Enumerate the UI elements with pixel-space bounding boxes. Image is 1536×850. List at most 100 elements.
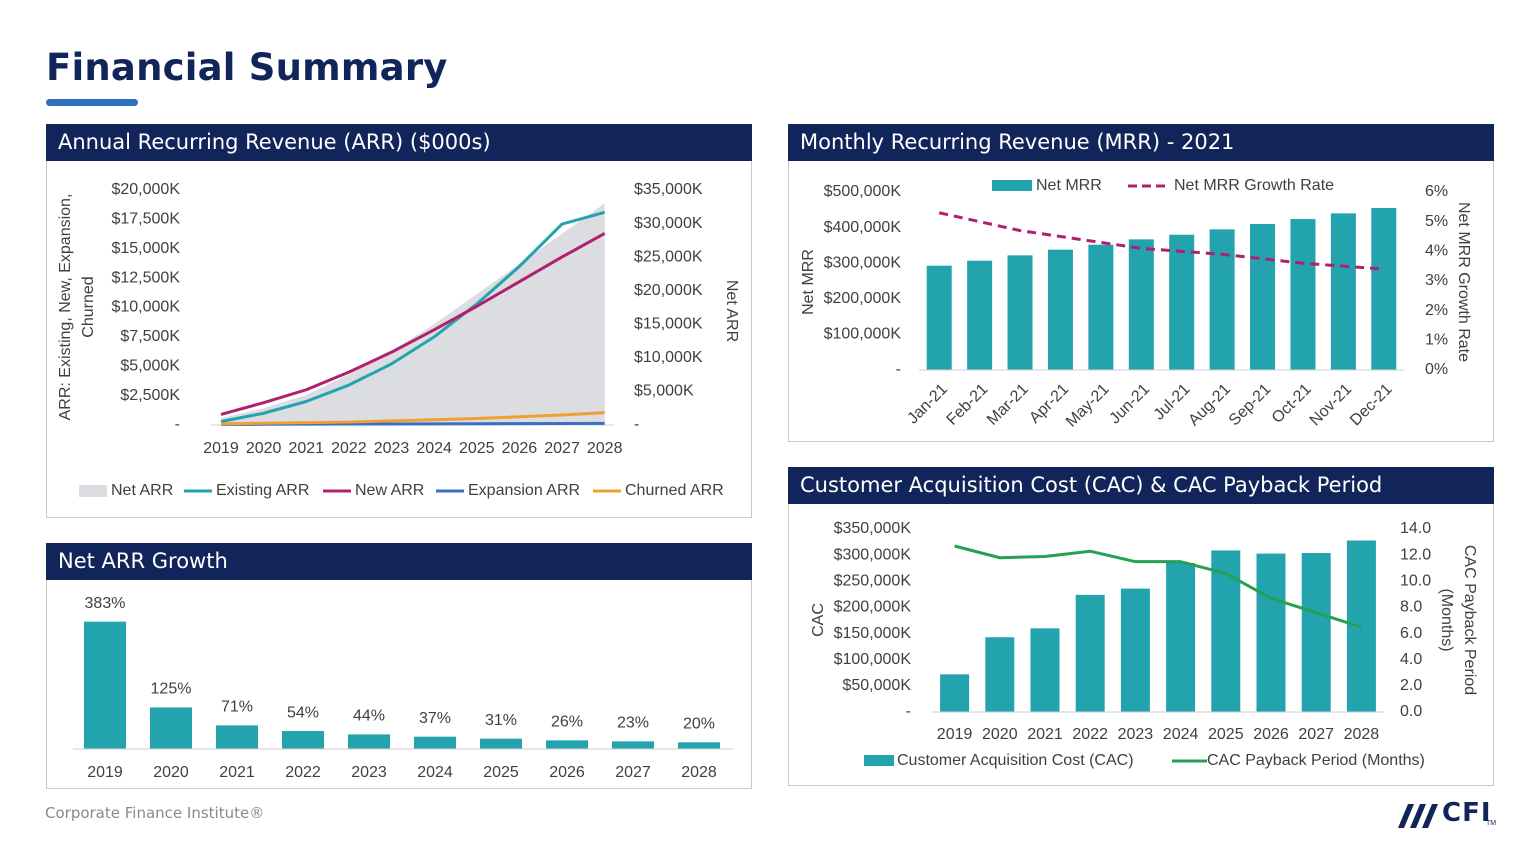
cac-y2-tick: 14.0 <box>1400 520 1431 537</box>
cac-x-tick: 2025 <box>1208 726 1244 743</box>
legend-label: Net ARR <box>111 482 173 499</box>
cac-panel-header: Customer Acquisition Cost (CAC) & CAC Pa… <box>788 467 1494 504</box>
mrr-bar <box>1250 224 1276 370</box>
cac-x-tick: 2019 <box>937 726 973 743</box>
mrr-x-tick: Dec-21 <box>1347 381 1396 430</box>
cac-y-tick: $100,000K <box>834 651 912 668</box>
cac-y-tick: - <box>906 703 911 720</box>
growth-x-tick: 2025 <box>483 764 519 781</box>
legend-label: Customer Acquisition Cost (CAC) <box>897 752 1134 769</box>
arr-y2-tick: $15,000K <box>634 316 703 333</box>
mrr-y2-tick: 6% <box>1425 183 1448 200</box>
cac-y-axis-title: CAC <box>810 603 827 637</box>
growth-data-label: 383% <box>85 595 126 612</box>
growth-bar <box>414 736 456 749</box>
growth-x-tick: 2019 <box>87 764 123 781</box>
cac-y2-axis-title: CAC Payback Period <box>1461 545 1478 695</box>
legend-label: Existing ARR <box>216 482 309 499</box>
cac-bar <box>1166 562 1196 712</box>
cac-x-tick: 2028 <box>1344 726 1380 743</box>
mrr-y-tick: - <box>896 361 901 378</box>
mrr-y-tick: $100,000K <box>824 326 902 343</box>
arr-y-axis-title: ARR: Existing, New, Expansion, <box>57 194 74 421</box>
arr-x-tick: 2021 <box>288 440 324 457</box>
page-title: Financial Summary <box>46 46 448 89</box>
mrr-bar <box>1047 249 1073 370</box>
growth-bar <box>480 738 522 749</box>
legend-label: Churned ARR <box>625 482 724 499</box>
mrr-bar <box>1209 229 1235 370</box>
mrr-bar <box>926 265 952 370</box>
mrr-y2-tick: 2% <box>1425 302 1448 319</box>
legend-label: Net MRR <box>1036 177 1102 194</box>
growth-bar <box>546 740 588 749</box>
arr-y-tick: $15,000K <box>111 240 180 257</box>
arr-y-axis-title-line2: Churned <box>80 276 97 337</box>
cac-x-tick: 2026 <box>1253 726 1289 743</box>
cac-x-tick: 2022 <box>1072 726 1108 743</box>
growth-panel-header: Net ARR Growth <box>46 543 752 580</box>
mrr-y2-tick: 0% <box>1425 361 1448 378</box>
arr-y2-tick: $35,000K <box>634 181 703 198</box>
growth-chart: 383% 2019 125% 2020 71% 2021 54% 2022 44% 2023 37%… <box>73 595 733 781</box>
growth-bar <box>348 734 390 749</box>
growth-bar <box>282 731 324 749</box>
mrr-y-tick: $500,000K <box>824 183 902 200</box>
mrr-y-tick: $400,000K <box>824 219 902 236</box>
arr-y-tick: $12,500K <box>111 269 180 286</box>
mrr-panel-header: Monthly Recurring Revenue (MRR) - 2021 <box>788 124 1494 161</box>
arr-x-tick: 2026 <box>502 440 538 457</box>
growth-bar <box>612 741 654 749</box>
growth-x-tick: 2023 <box>351 764 387 781</box>
mrr-bar <box>1290 219 1316 370</box>
mrr-bar <box>1371 208 1397 370</box>
growth-data-label: 71% <box>221 699 253 716</box>
growth-data-label: 125% <box>151 681 192 698</box>
legend-label: Expansion ARR <box>468 482 580 499</box>
arr-x-tick: 2022 <box>331 440 367 457</box>
arr-y2-axis-title: Net ARR <box>723 280 740 342</box>
arr-y2-tick: $30,000K <box>634 215 703 232</box>
arr-y-tick: $20,000K <box>111 181 180 198</box>
growth-bar <box>678 742 720 749</box>
cac-x-tick: 2027 <box>1298 726 1334 743</box>
cac-x-tick: 2023 <box>1118 726 1154 743</box>
cac-y-tick: $250,000K <box>834 573 912 590</box>
growth-data-label: 37% <box>419 710 451 727</box>
cac-y2-axis-title-line2: (Months) <box>1438 588 1455 651</box>
growth-bar <box>84 621 126 749</box>
growth-x-tick: 2027 <box>615 764 651 781</box>
arr-y2-tick: $20,000K <box>634 282 703 299</box>
mrr-y-tick: $300,000K <box>824 254 902 271</box>
arr-y2-tick: $5,000K <box>634 383 694 400</box>
growth-data-label: 20% <box>683 716 715 733</box>
mrr-x-tick: Nov-21 <box>1307 381 1356 430</box>
cac-y2-tick: 12.0 <box>1400 546 1431 563</box>
arr-x-tick: 2028 <box>587 440 623 457</box>
arr-y-tick: - <box>175 416 180 433</box>
mrr-y-tick: $200,000K <box>824 290 902 307</box>
arr-x-tick: 2023 <box>374 440 410 457</box>
arr-x-tick: 2027 <box>544 440 580 457</box>
cac-y-tick: $50,000K <box>842 677 911 694</box>
growth-bar <box>150 707 192 749</box>
mrr-bar <box>1088 244 1114 370</box>
mrr-y-axis-title: Net MRR <box>800 249 817 315</box>
cac-panel: Customer Acquisition Cost (CAC) & CAC Pa… <box>788 467 1494 786</box>
mrr-y2-tick: 4% <box>1425 243 1448 260</box>
cac-bar <box>1256 553 1286 712</box>
cac-y2-tick: 8.0 <box>1400 599 1422 616</box>
legend-swatch-net-arr <box>79 485 107 497</box>
cac-y2-tick: 4.0 <box>1400 651 1422 668</box>
cfi-logo: CFI TM <box>1396 798 1496 834</box>
growth-bar <box>216 725 258 749</box>
cac-bar <box>1075 594 1105 712</box>
mrr-x-tick: Jan-21 <box>904 381 951 428</box>
mrr-bar <box>1007 255 1033 370</box>
growth-data-label: 31% <box>485 712 517 729</box>
cac-bar <box>940 674 970 712</box>
growth-x-tick: 2020 <box>153 764 189 781</box>
cfi-logo-text: CFI <box>1442 798 1492 828</box>
arr-x-tick: 2025 <box>459 440 495 457</box>
legend-swatch-cac <box>864 755 894 766</box>
